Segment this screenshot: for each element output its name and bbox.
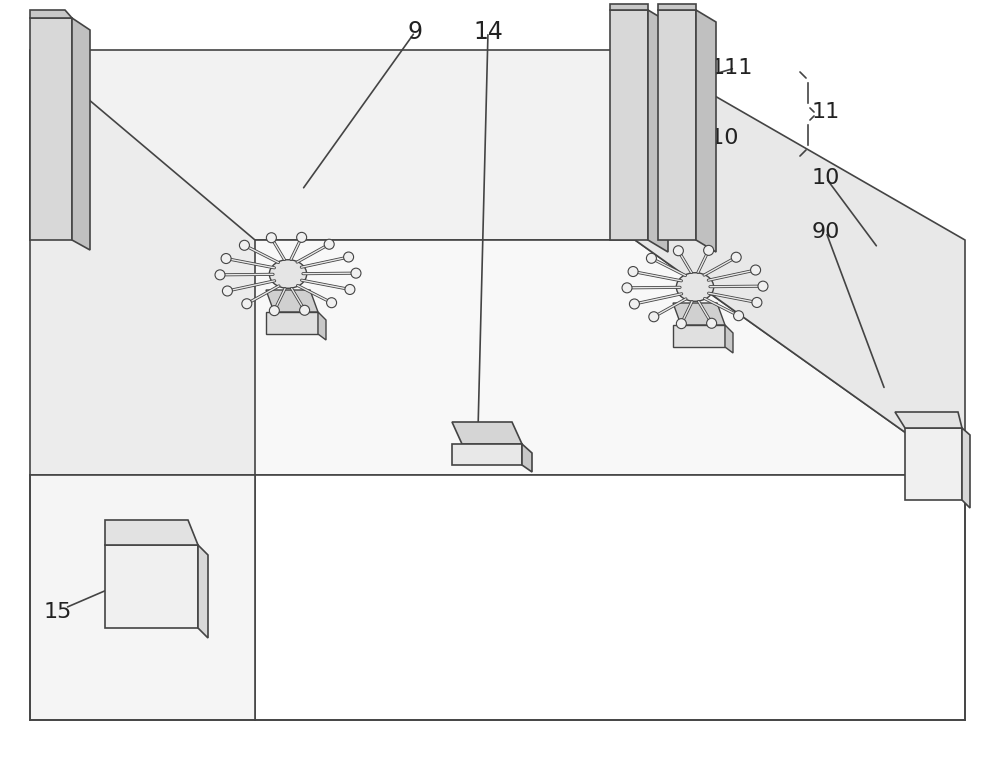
Polygon shape — [962, 428, 970, 508]
Polygon shape — [452, 444, 522, 465]
Polygon shape — [105, 520, 198, 545]
Circle shape — [345, 285, 355, 294]
Polygon shape — [30, 18, 72, 240]
Circle shape — [622, 283, 632, 293]
Circle shape — [344, 252, 354, 262]
Polygon shape — [30, 50, 255, 475]
Polygon shape — [255, 475, 965, 720]
Polygon shape — [266, 290, 318, 312]
Polygon shape — [725, 325, 733, 353]
Polygon shape — [105, 545, 198, 628]
Circle shape — [297, 232, 307, 242]
Polygon shape — [266, 312, 318, 334]
Polygon shape — [648, 10, 668, 252]
Circle shape — [704, 245, 714, 255]
Text: 9: 9 — [408, 20, 422, 44]
Polygon shape — [452, 422, 522, 444]
Circle shape — [629, 299, 639, 309]
Polygon shape — [30, 240, 965, 475]
Circle shape — [734, 310, 744, 321]
Circle shape — [673, 246, 683, 256]
Circle shape — [752, 298, 762, 307]
Polygon shape — [522, 444, 532, 472]
Circle shape — [242, 299, 252, 309]
Polygon shape — [635, 50, 965, 475]
Polygon shape — [658, 4, 696, 10]
Circle shape — [324, 239, 334, 249]
Circle shape — [751, 265, 761, 275]
Text: 111: 111 — [711, 58, 753, 78]
Polygon shape — [673, 303, 725, 325]
Polygon shape — [72, 18, 90, 250]
Circle shape — [676, 319, 686, 329]
Text: 15: 15 — [44, 602, 72, 622]
Polygon shape — [610, 4, 648, 10]
Circle shape — [351, 268, 361, 278]
Polygon shape — [610, 10, 648, 240]
Circle shape — [646, 254, 656, 263]
Polygon shape — [905, 428, 962, 500]
Polygon shape — [673, 325, 725, 347]
Circle shape — [707, 318, 717, 329]
Text: 110: 110 — [697, 128, 739, 148]
Ellipse shape — [676, 273, 714, 301]
Polygon shape — [30, 475, 255, 720]
Circle shape — [628, 266, 638, 276]
Polygon shape — [30, 10, 72, 18]
Polygon shape — [318, 312, 326, 340]
Polygon shape — [895, 412, 962, 428]
Circle shape — [266, 232, 276, 243]
Polygon shape — [30, 50, 635, 240]
Circle shape — [215, 269, 225, 280]
Polygon shape — [658, 10, 696, 240]
Polygon shape — [696, 10, 716, 252]
Text: 10: 10 — [812, 168, 840, 188]
Circle shape — [269, 306, 279, 316]
Circle shape — [222, 286, 232, 296]
Circle shape — [731, 252, 741, 262]
Circle shape — [239, 240, 249, 251]
Circle shape — [221, 254, 231, 263]
Circle shape — [758, 281, 768, 291]
Text: 90: 90 — [812, 222, 840, 242]
Text: 11: 11 — [812, 102, 840, 122]
Circle shape — [649, 312, 659, 322]
Text: 14: 14 — [473, 20, 503, 44]
Ellipse shape — [269, 260, 307, 288]
Polygon shape — [198, 545, 208, 638]
Circle shape — [300, 305, 310, 315]
Circle shape — [327, 298, 337, 307]
